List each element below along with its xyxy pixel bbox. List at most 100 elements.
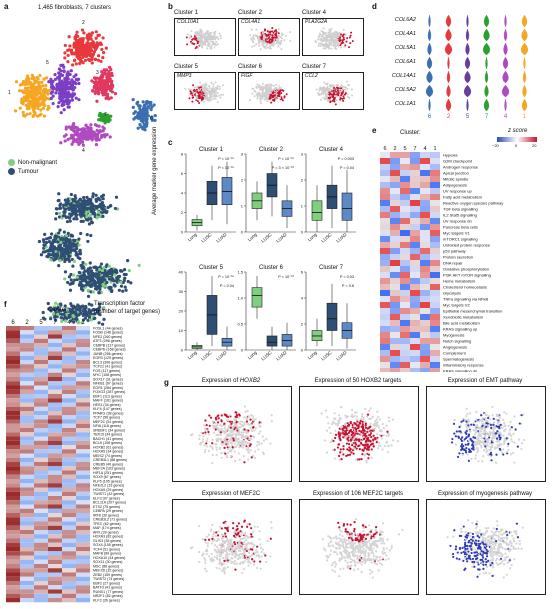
cell-point [209,89,212,92]
cell-point [89,37,93,41]
cell-point [61,241,66,245]
cell-point [334,44,337,47]
panel-f-heatmap-cell [62,377,76,382]
panel-e-heatmap-cell [430,188,440,194]
cell-point [199,441,203,444]
cell-point [73,85,77,90]
panel-f-row-label: SOX11 (30 genes) [93,560,123,564]
cell-point [269,41,272,44]
cell-point [279,97,282,100]
cell-point [277,44,280,47]
cell-point [201,45,204,48]
panel-b-cluster-title: Cluster 7 [302,64,327,70]
cell-point [348,36,351,39]
panel-e-zscore-tick-max: 20 [532,143,537,148]
cell-point [348,84,351,87]
cell-point [87,222,92,226]
panel-e-heatmap-cell [380,230,390,236]
panel-e-heatmap-cell [430,158,440,164]
panel-b-cluster-title: Cluster 1 [174,10,199,16]
cell-point [269,93,272,96]
panel-f-heatmap-cell [6,355,20,360]
panel-c-ytick-label: 4 [301,296,304,301]
panel-f-row-label: BCL11A (207 genes) [93,501,126,505]
panel-e-heatmap-cell [410,356,420,362]
cell-point [79,287,84,291]
panel-e-row-label: Protein secretion [443,255,473,260]
cell-point [253,419,256,422]
cell-point [280,92,283,95]
panel-f-heatmap-cell [20,360,34,365]
cell-point [346,93,349,96]
cell-point [215,40,218,43]
cell-point [98,279,102,283]
panel-e-heatmap-cell [430,230,440,236]
panel-e-row-label: DNA repair [443,261,463,266]
cell-point [216,439,219,443]
panel-e-heatmap-cell [410,314,420,320]
cell-point [201,40,204,43]
cell-point [83,58,88,62]
panel-f-heatmap-cell [76,496,90,501]
panel-f-heatmap-cell [20,491,34,496]
cell-point [201,30,204,33]
cell-point [110,90,115,94]
cell-point [219,431,222,434]
panel-e-heatmap-cell [430,176,440,182]
cell-point [54,211,59,216]
panel-f-heatmap-cell [48,466,62,471]
cell-point [97,302,102,306]
cell-point [94,87,98,91]
panel-a-cluster-label-7: 7 [104,112,107,118]
panel-f-heatmap-cell [48,334,62,339]
cell-point [189,34,192,37]
cell-point [119,284,124,288]
cell-point [243,461,246,464]
panel-e-heatmap-cell [420,176,430,182]
panel-f-heatmap-cell [20,432,34,437]
cell-point [342,95,345,98]
cell-point [329,32,332,35]
panel-f-row-label: MEF2C (51 genes) [93,420,123,424]
cell-point [101,56,105,60]
panel-e-heatmap-cell [420,152,430,158]
panel-f-heatmap-cell [6,534,20,539]
cell-point [89,269,94,273]
panel-e-heatmap-cell [420,272,430,278]
cell-point [208,38,211,41]
panel-f-heatmap-cell [20,474,34,479]
cell-point [339,90,342,93]
cell-point [209,416,213,419]
cell-point [228,446,232,449]
cell-point [188,97,191,100]
panel-c-ytick-label: 6 [181,171,184,176]
cell-point [41,316,46,320]
cell-point [203,87,206,90]
panel-f-heatmap-cell [48,576,62,581]
panel-e-heatmap-cell [420,194,430,200]
cell-point [234,433,238,437]
panel-f-row-label: FOS (117 genes) [93,369,120,373]
cell-point [325,93,328,96]
panel-f-heatmap-cell [6,538,20,543]
panel-e-heatmap-cell [380,284,390,290]
cell-point [59,255,63,260]
cell-point [91,195,95,199]
panel-e-row-label: TNFa signalling via NFkB [443,297,488,302]
panel-f-heatmap-cell [48,585,62,590]
panel-f-heatmap-cell [34,530,48,535]
panel-c-pvalue: P = 0.003 [338,157,354,161]
panel-f-heatmap-cell [34,440,48,445]
cell-point [251,417,255,420]
panel-c-subplot-title: Cluster 4 [319,147,344,153]
cell-point [24,103,28,108]
cell-point [62,83,66,87]
panel-d-violin [428,98,431,112]
cell-point [259,48,262,51]
cell-point [186,33,189,36]
panel-c-subplot-title: Cluster 1 [199,147,224,153]
cell-point [210,31,213,34]
panel-f-column-label: 2 [25,320,29,326]
cell-point [208,87,211,90]
